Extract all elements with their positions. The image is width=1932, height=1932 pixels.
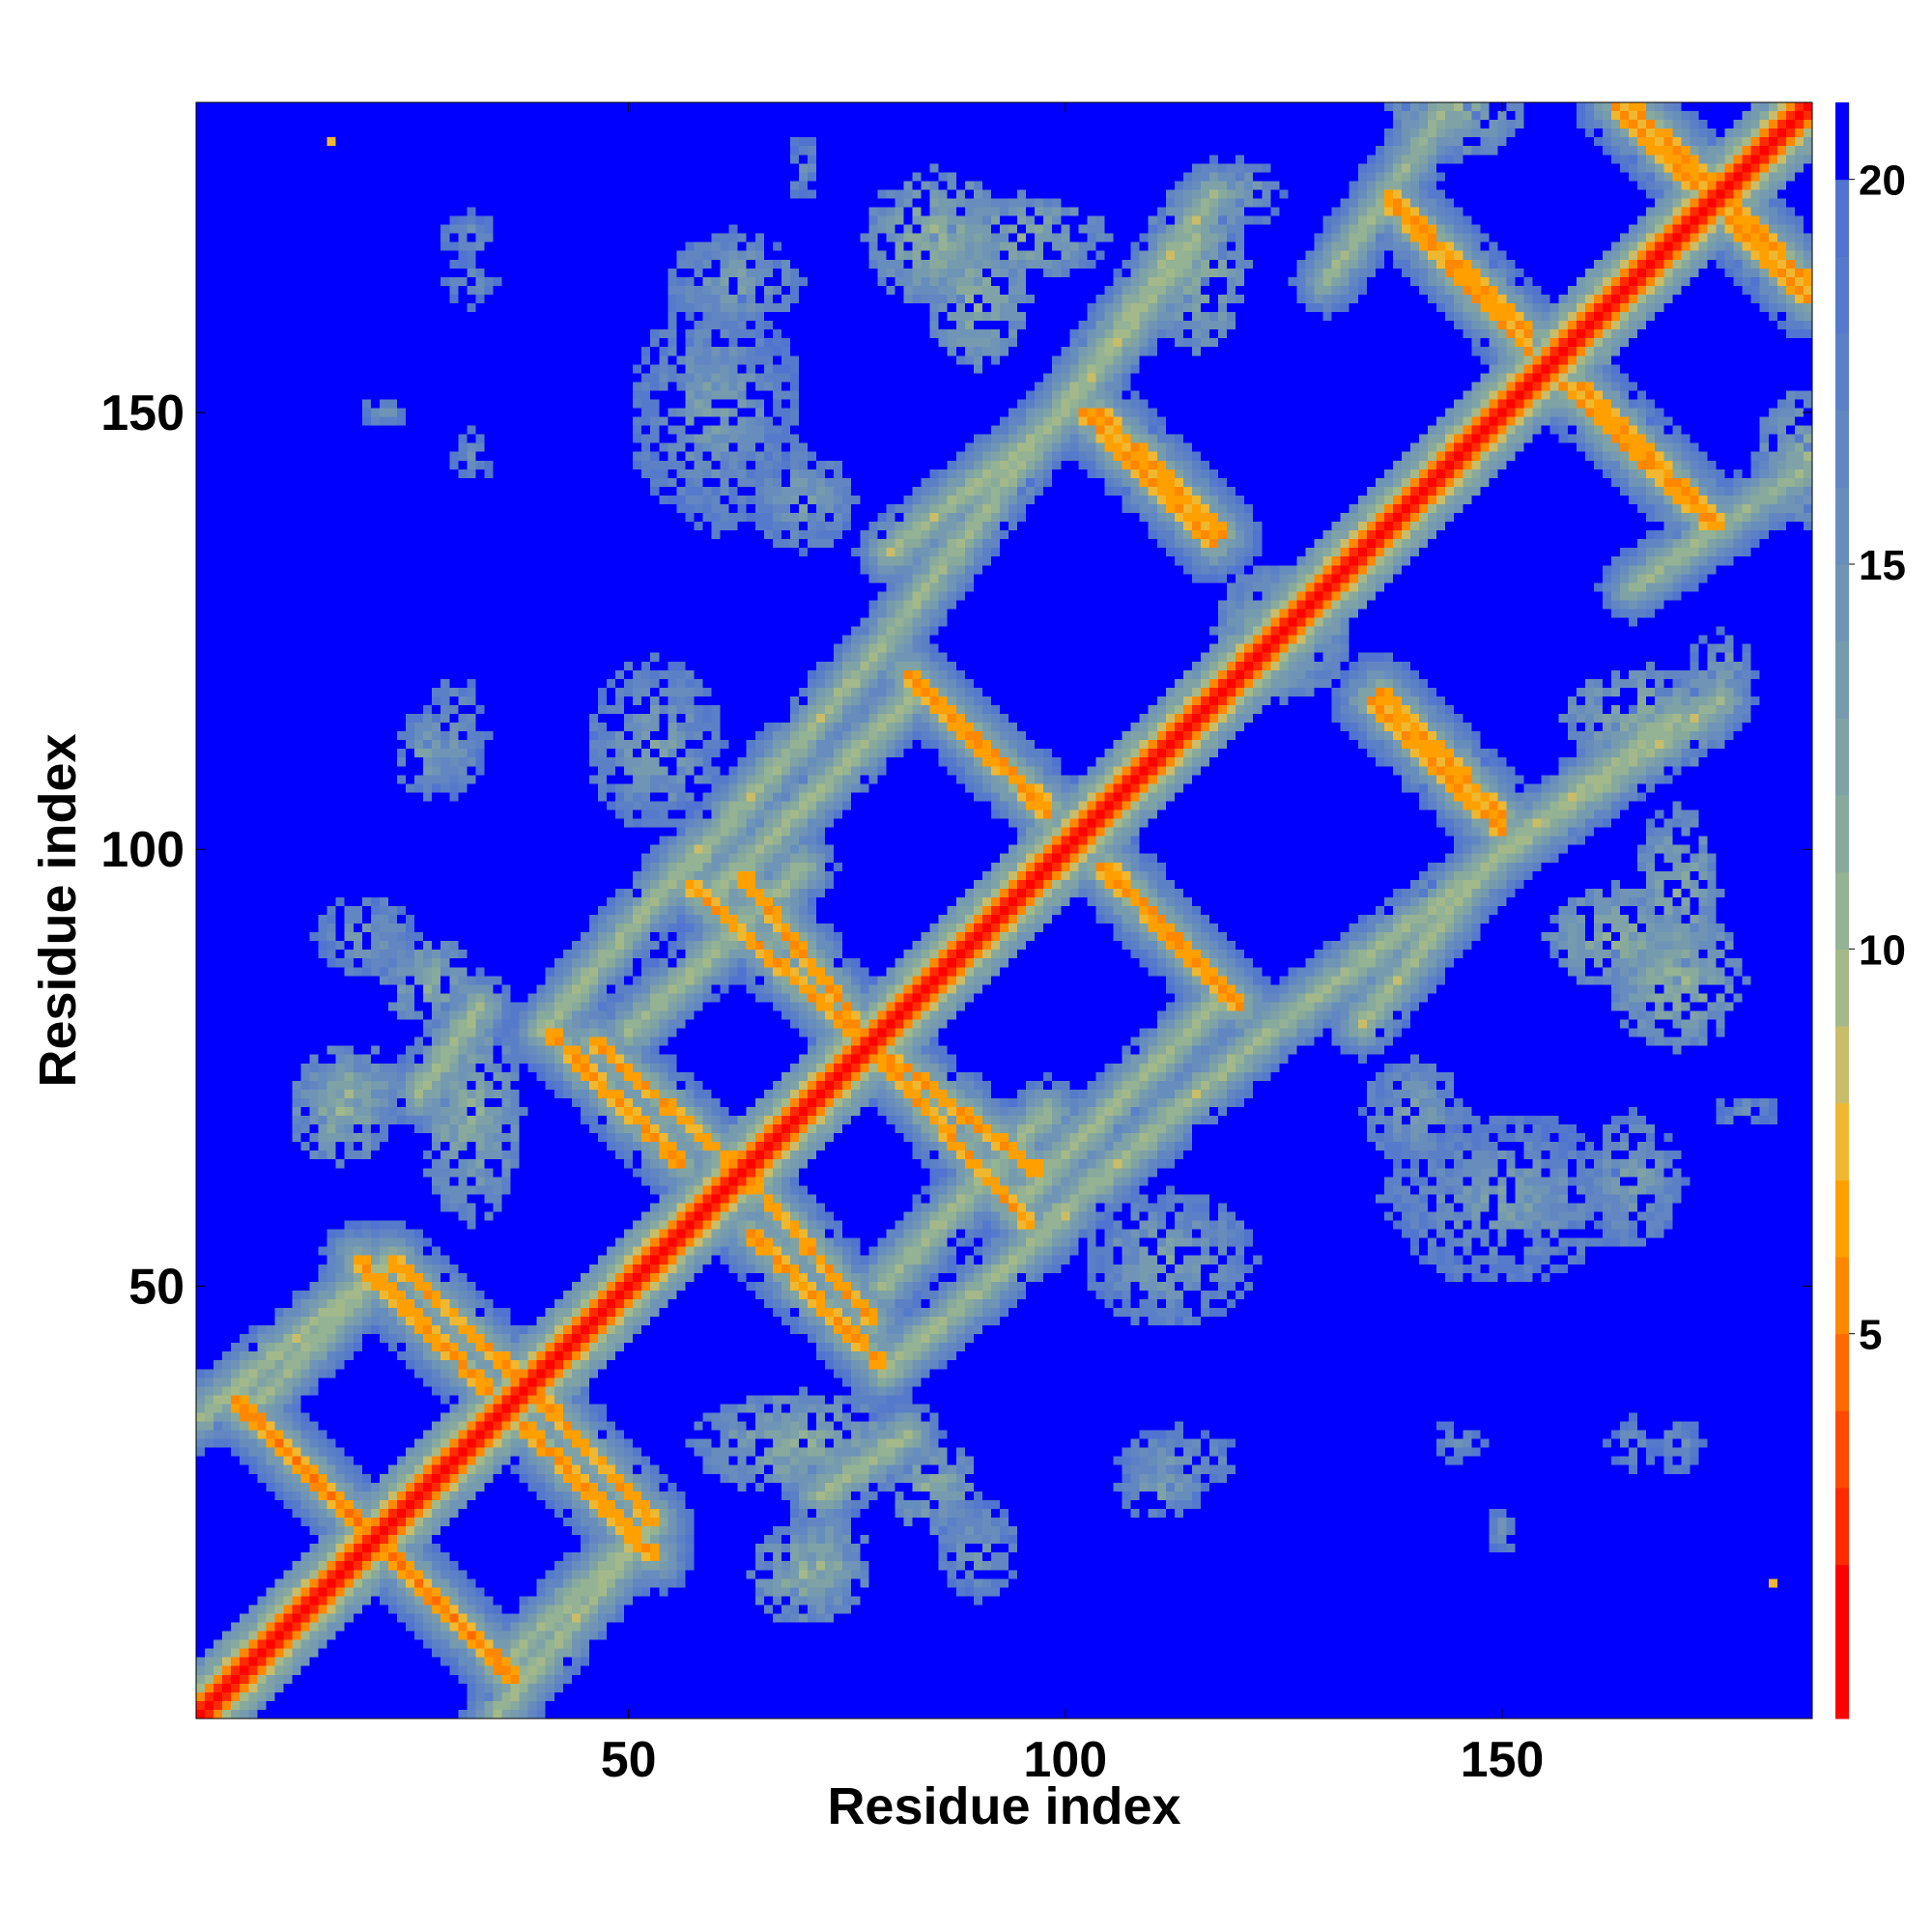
x-tick-label: 100 (1023, 1732, 1107, 1788)
heatmap-image (196, 102, 1812, 1719)
y-axis: 50 100 150 (100, 385, 1812, 1315)
colorbar-segment (1835, 564, 1849, 642)
colorbar-tick-label: 10 (1859, 926, 1906, 974)
y-tick-label: 50 (128, 1259, 185, 1315)
colorbar-segment (1835, 1410, 1849, 1489)
colorbar-segment (1835, 1179, 1849, 1258)
x-axis: 50 100 150 (601, 102, 1545, 1788)
colorbar (1835, 102, 1849, 1719)
colorbar-segment (1835, 1488, 1849, 1566)
colorbar-segment (1835, 1333, 1849, 1411)
colorbar-segment (1835, 1026, 1849, 1104)
colorbar-axis: 5 10 15 20 (1849, 157, 1906, 1359)
colorbar-segment (1835, 1257, 1849, 1335)
colorbar-segment (1835, 1564, 1849, 1719)
colorbar-segment (1835, 949, 1849, 1027)
y-tick-label: 100 (100, 822, 185, 878)
colorbar-segment (1835, 640, 1849, 719)
plot-frame (195, 101, 1813, 1719)
colorbar-segment (1835, 179, 1849, 257)
colorbar-tick-label: 15 (1859, 542, 1906, 589)
colorbar-segment (1835, 256, 1849, 334)
colorbar-segment (1835, 487, 1849, 565)
colorbar-segment (1835, 410, 1849, 488)
heatmap (196, 102, 1812, 1719)
y-tick-label: 150 (100, 385, 185, 441)
x-tick-label: 50 (601, 1732, 657, 1788)
colorbar-segment (1835, 1102, 1849, 1180)
colorbar-segment (1835, 795, 1849, 873)
x-tick-label: 150 (1461, 1732, 1545, 1788)
colorbar-segment (1835, 333, 1849, 412)
x-axis-title: Residue index (827, 1777, 1180, 1835)
y-axis-title: Residue index (29, 733, 87, 1087)
colorbar-segment (1835, 871, 1849, 950)
colorbar-tick-label: 5 (1859, 1312, 1882, 1359)
colorbar-segment (1835, 718, 1849, 796)
colorbar-tick-label: 20 (1859, 157, 1906, 205)
colorbar-segment (1835, 102, 1849, 181)
